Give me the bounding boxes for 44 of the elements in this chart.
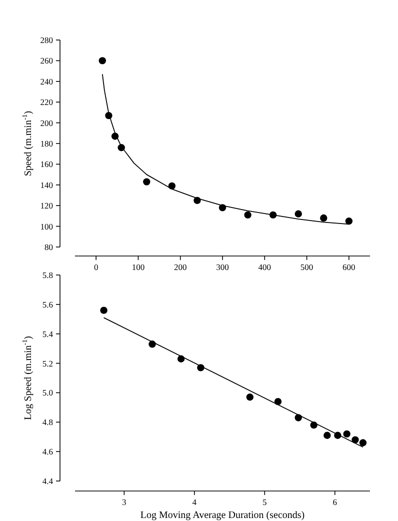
y-tick-label: 5.4 bbox=[42, 328, 54, 339]
y-tick-label: 80 bbox=[44, 242, 53, 252]
point bbox=[359, 439, 367, 446]
y-tick-label: 4.4 bbox=[42, 476, 54, 486]
point bbox=[246, 394, 254, 401]
y-tick-label: 200 bbox=[40, 118, 53, 128]
y-tick-label: 120 bbox=[40, 200, 53, 211]
x-tick-label: 0 bbox=[94, 262, 98, 272]
x-tick-label: 500 bbox=[300, 262, 314, 272]
x-tick-label: 200 bbox=[174, 262, 187, 272]
point bbox=[320, 214, 328, 222]
y-tick-label: 5.6 bbox=[42, 299, 53, 310]
point bbox=[324, 432, 331, 439]
point bbox=[98, 57, 106, 64]
y-tick-label: 100 bbox=[40, 221, 53, 232]
y-tick-label: 4.8 bbox=[42, 417, 53, 428]
point bbox=[274, 398, 282, 406]
x-tick-label: 600 bbox=[342, 262, 356, 272]
point bbox=[143, 178, 150, 186]
y-tick-label: 220 bbox=[40, 97, 53, 108]
y-tick-label: 5.0 bbox=[42, 388, 53, 398]
point bbox=[100, 306, 108, 314]
x-tick-label: 4 bbox=[192, 497, 198, 507]
x-tick-label: 300 bbox=[216, 262, 229, 272]
x-axis-title: Log Moving Average Duration (seconds) bbox=[140, 510, 305, 521]
point bbox=[294, 210, 302, 218]
y-tick-label: 160 bbox=[40, 159, 53, 170]
y-tick-label: 280 bbox=[40, 34, 53, 45]
y-tick-label: 180 bbox=[40, 138, 53, 148]
y-tick-label: 260 bbox=[40, 56, 53, 66]
x-tick-label: 6 bbox=[332, 497, 338, 507]
y-tick-label: 4.6 bbox=[42, 446, 53, 457]
x-tick-label: 100 bbox=[132, 262, 145, 272]
point bbox=[345, 218, 353, 225]
point bbox=[352, 436, 359, 444]
point bbox=[343, 430, 350, 438]
x-tick-label: 400 bbox=[258, 262, 272, 272]
y-tick-label: 5.8 bbox=[42, 270, 53, 280]
x-tick-label: 3 bbox=[122, 497, 126, 507]
point bbox=[244, 211, 252, 219]
y-tick-label: 140 bbox=[40, 180, 53, 190]
y-tick-label: 5.2 bbox=[42, 358, 53, 368]
x-tick-label: 5 bbox=[262, 497, 267, 507]
y-tick-label: 240 bbox=[40, 76, 53, 86]
